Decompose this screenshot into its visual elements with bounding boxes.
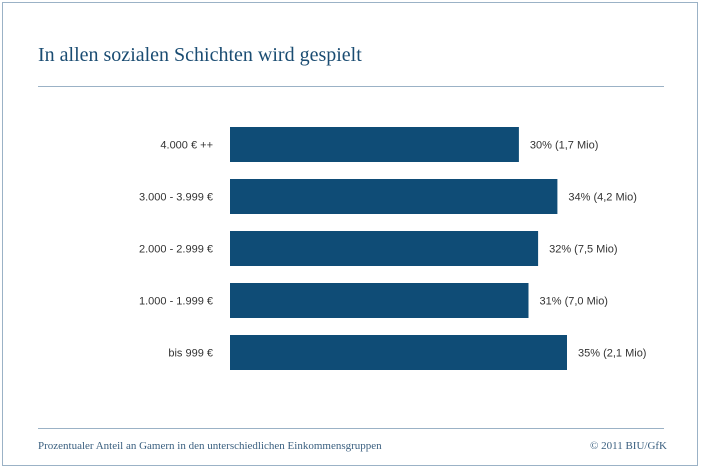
footer-caption: Prozentualer Anteil an Gamern in den unt… (38, 440, 382, 452)
value-label-4: 35% (2,1 Mio) (578, 348, 646, 360)
bar-0 (230, 127, 519, 162)
value-label-1: 34% (4,2 Mio) (568, 192, 636, 204)
bar-4 (230, 335, 567, 370)
value-label-0: 30% (1,7 Mio) (530, 140, 598, 152)
category-label-1: 3.000 - 3.999 € (139, 192, 213, 204)
footer-divider (38, 428, 664, 429)
category-label-0: 4.000 € ++ (160, 140, 213, 152)
category-label-2: 2.000 - 2.999 € (139, 244, 213, 256)
category-label-3: 1.000 - 1.999 € (139, 296, 213, 308)
footer-copyright: © 2011 BIU/GfK (590, 440, 667, 452)
title-divider (38, 86, 664, 87)
bar-3 (230, 283, 529, 318)
value-label-3: 31% (7,0 Mio) (540, 296, 608, 308)
bar-1 (230, 179, 558, 214)
chart-title: In allen sozialen Schichten wird gespiel… (38, 44, 362, 66)
bar-2 (230, 231, 539, 266)
category-label-4: bis 999 € (168, 348, 213, 360)
value-label-2: 32% (7,5 Mio) (549, 244, 617, 256)
